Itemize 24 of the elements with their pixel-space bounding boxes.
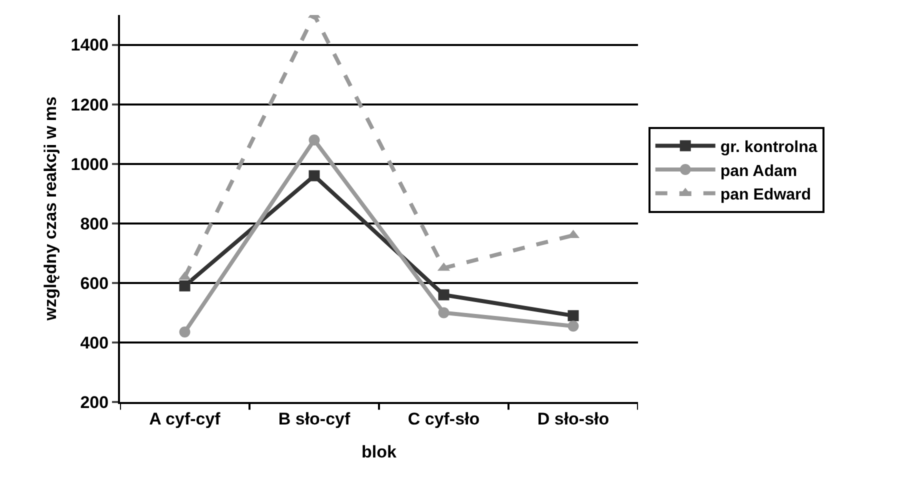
x-axis-title: blok xyxy=(362,442,398,462)
legend-label: pan Edward xyxy=(720,186,812,204)
x-tick-label: B sło-cyf xyxy=(278,409,350,428)
legend-label: gr. kontrolna xyxy=(720,138,818,156)
x-tick-label: A cyf-cyf xyxy=(149,409,221,428)
y-axis-title: względny czas reakcji w ms xyxy=(40,96,60,322)
point xyxy=(308,170,320,182)
point xyxy=(438,289,450,300)
y-tick-label: 1200 xyxy=(70,95,109,114)
y-tick-label: 600 xyxy=(80,274,109,293)
y-tick-label: 800 xyxy=(80,214,109,234)
y-tick-label: 400 xyxy=(80,333,109,352)
y-tick-label: 1000 xyxy=(70,154,109,174)
y-tick-label: 200 xyxy=(80,392,109,412)
point xyxy=(179,280,190,292)
legend-label: pan Adam xyxy=(720,162,798,180)
point xyxy=(568,310,579,322)
point xyxy=(438,307,450,318)
point xyxy=(308,134,320,146)
x-tick-label: D sło-sło xyxy=(537,409,610,428)
point xyxy=(179,326,190,338)
x-tick-label: C cyf-sło xyxy=(408,409,480,428)
y-tick-label: 1400 xyxy=(70,36,109,55)
point xyxy=(568,320,579,332)
